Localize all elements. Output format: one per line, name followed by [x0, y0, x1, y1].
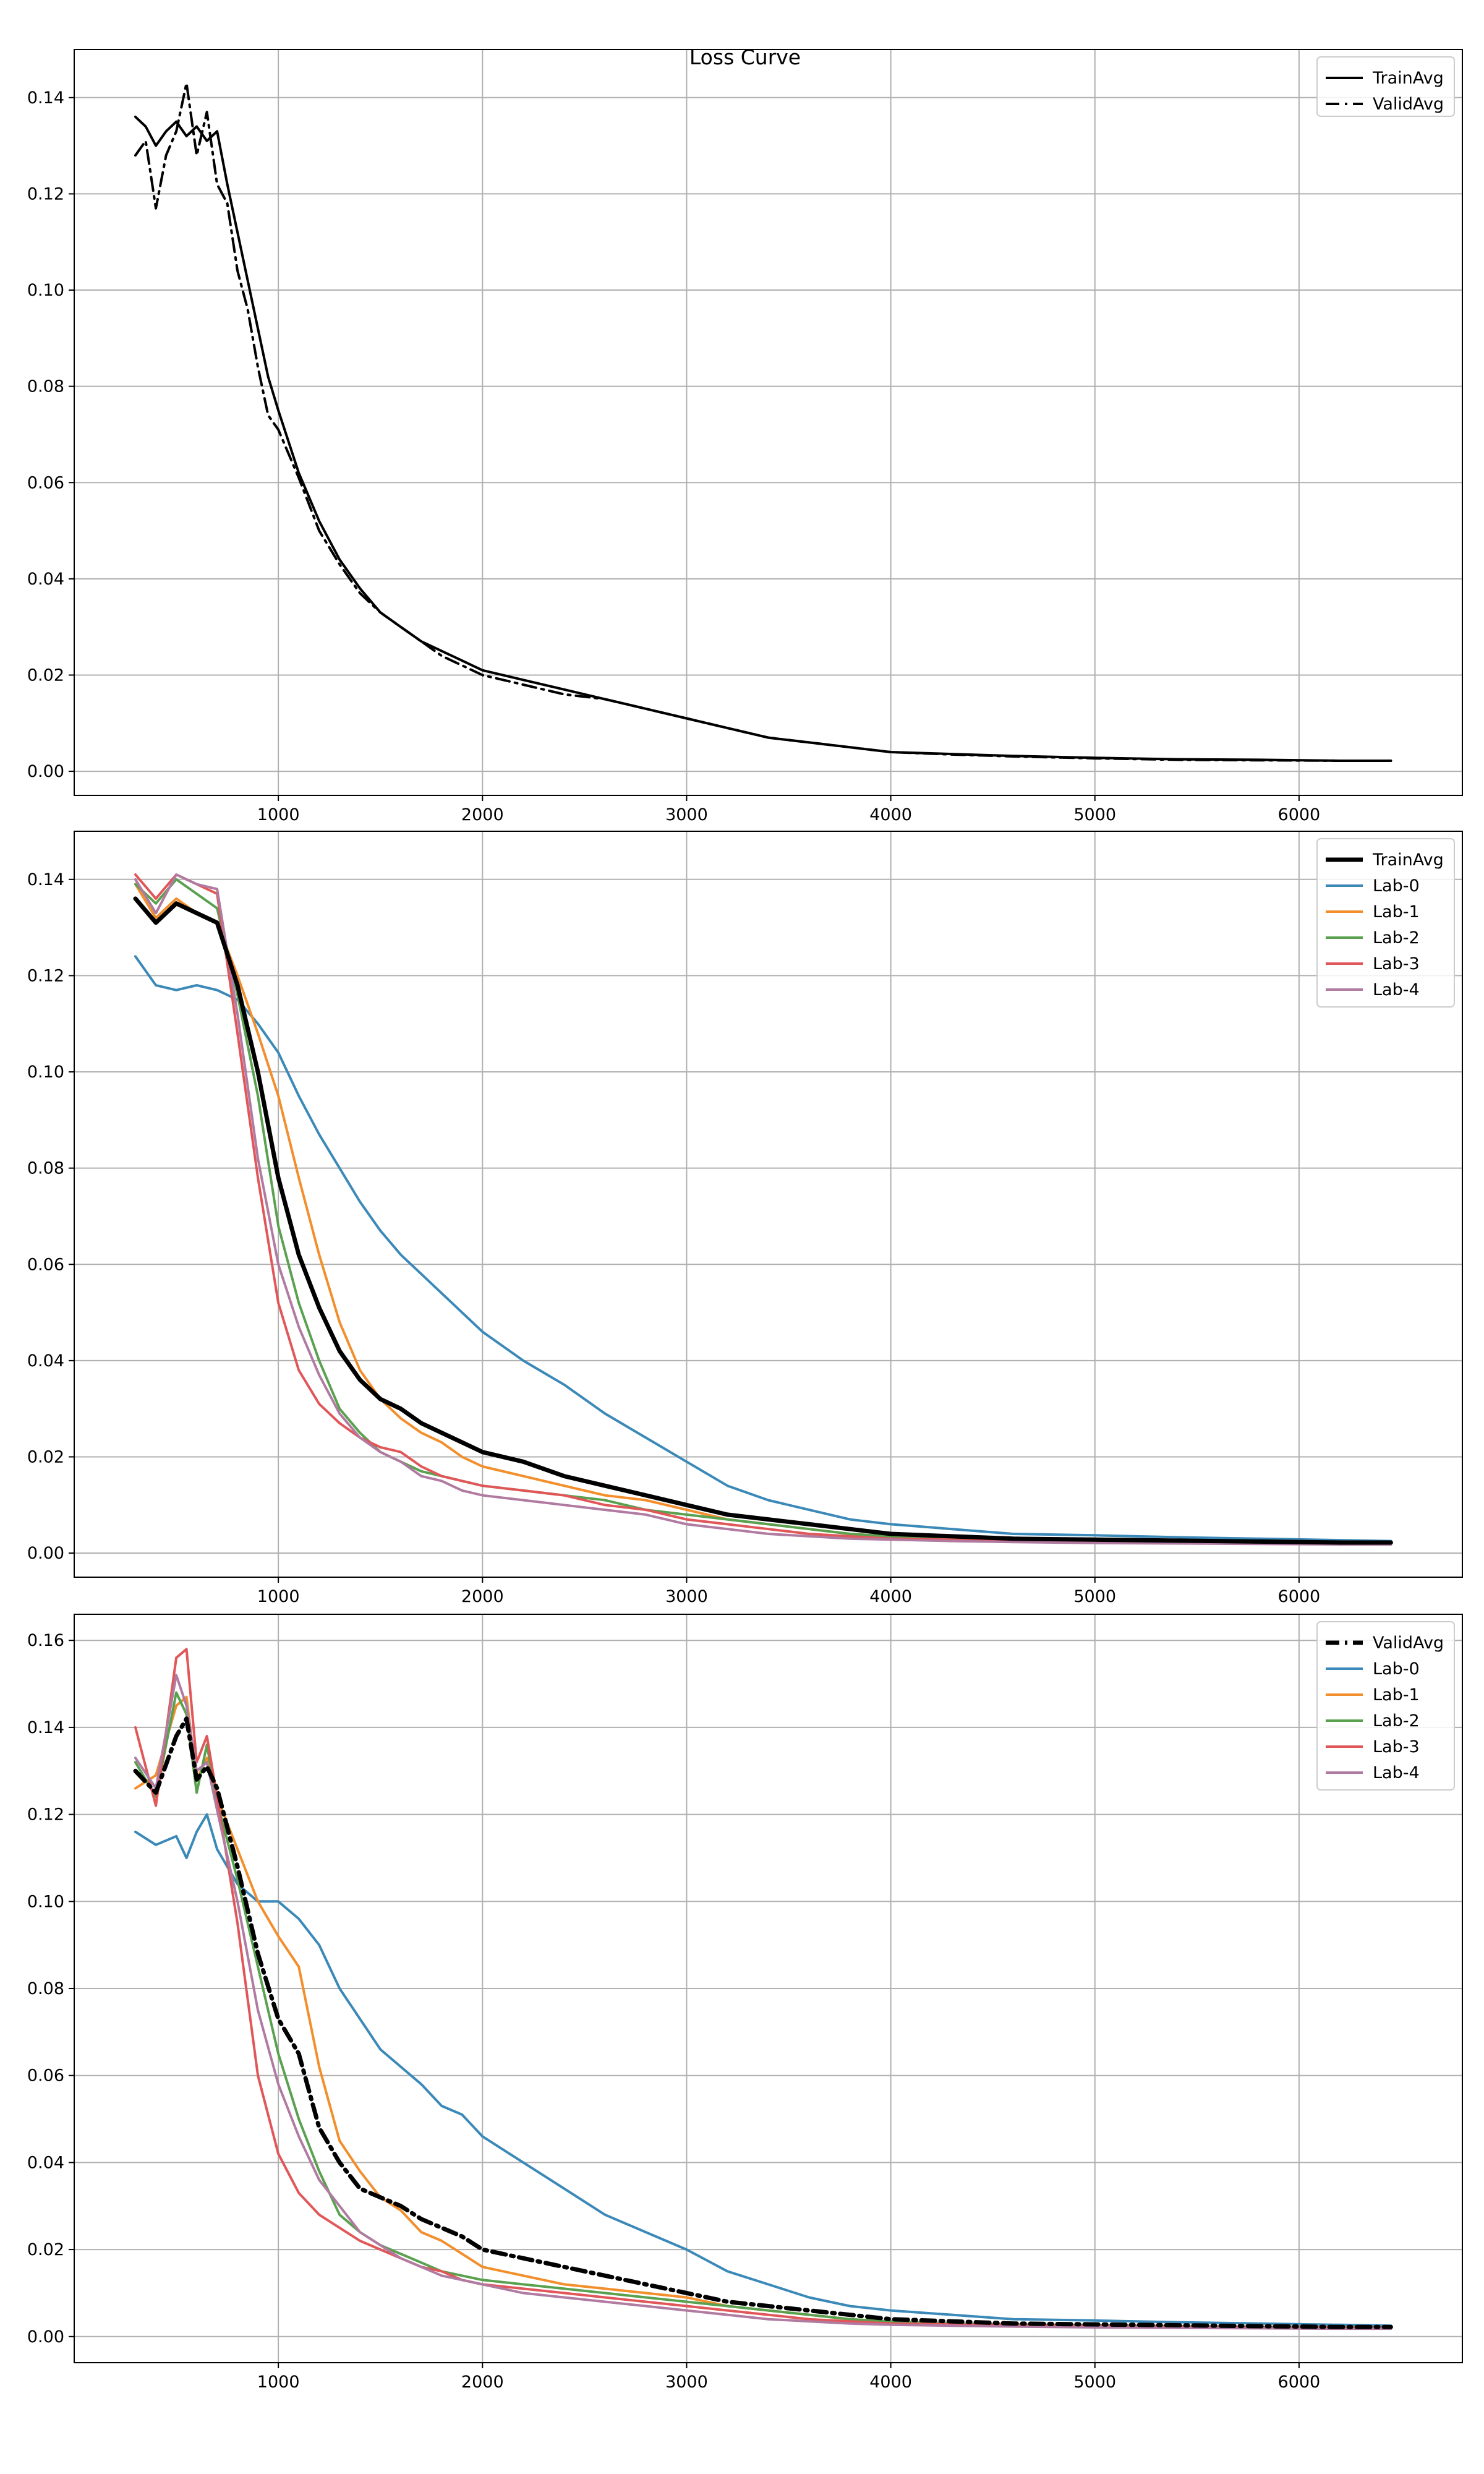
legend-label: ValidAvg: [1373, 1633, 1444, 1653]
y-tick-label: 0.02: [27, 666, 64, 685]
y-tick-label: 0.10: [27, 1892, 64, 1911]
plot-panel-3: 1000 2000 3000 4000 5000 6000 0.00 0.02 0.04 0.06…: [27, 1614, 1463, 2392]
y-tick-label: 0.12: [27, 1805, 64, 1825]
y-tick-label: 0.06: [27, 473, 64, 492]
y-tick-label: 0.04: [27, 570, 64, 589]
y-tick-label: 0.00: [27, 1544, 64, 1563]
legend-box: [1316, 56, 1455, 117]
series-line-trainavg: [133, 896, 1393, 1545]
legend: TrainAvg ValidAvg: [1316, 56, 1455, 117]
series-line-lab-4: [134, 873, 1392, 1546]
y-tick-label: 0.00: [27, 762, 64, 781]
x-tick-label: 5000: [1073, 2373, 1116, 2392]
plot-panel-2: 1000 2000 3000 4000 5000 6000 0.00 0.02 0.04 0.06…: [27, 831, 1463, 1606]
x-tick-label: 3000: [665, 1587, 708, 1606]
y-tick-label: 0.06: [27, 2066, 64, 2086]
legend-label: TrainAvg: [1372, 850, 1444, 870]
legend: TrainAvg Lab-0 Lab-1 Lab-2 Lab-3 Lab-4: [1316, 838, 1455, 1008]
legend-label: TrainAvg: [1372, 69, 1444, 88]
legend-label: Lab-2: [1373, 1711, 1420, 1731]
x-tick-label: 6000: [1278, 805, 1321, 824]
x-tick-label: 3000: [665, 805, 708, 824]
legend: ValidAvg Lab-0 Lab-1 Lab-2 Lab-3 Lab-4: [1316, 1621, 1455, 1791]
y-tick-label: 0.04: [27, 1351, 64, 1371]
y-tick-label: 0.08: [27, 1979, 64, 1998]
y-tick-label: 0.04: [27, 2153, 64, 2172]
x-tick-label: 1000: [257, 1587, 300, 1606]
axes-frame: [74, 1614, 1463, 2363]
x-tick-label: 4000: [869, 1587, 912, 1606]
x-tick-label: 1000: [257, 2373, 300, 2392]
x-tick-label: 4000: [869, 805, 912, 824]
plot-panel-1: 1000 2000 3000 4000 5000 6000 0.00 0.02 0.04 0.06…: [27, 49, 1463, 824]
legend-label: Lab-2: [1373, 928, 1420, 948]
series-line-lab-4: [134, 1674, 1392, 2331]
y-tick-label: 0.10: [27, 281, 64, 300]
legend-label: Lab-0: [1373, 1659, 1420, 1679]
x-tick-label: 2000: [461, 2373, 504, 2392]
y-tick-label: 0.14: [27, 870, 64, 889]
y-tick-label: 0.02: [27, 2240, 64, 2259]
x-tick-label: 5000: [1073, 805, 1116, 824]
figure-title: Loss Curve: [689, 45, 801, 69]
legend-label: Lab-0: [1373, 876, 1420, 896]
y-tick-label: 0.12: [27, 184, 64, 203]
x-tick-label: 6000: [1278, 2373, 1321, 2392]
legend-label: Lab-3: [1373, 954, 1420, 974]
series-line-lab-0: [134, 1813, 1392, 2327]
y-tick-label: 0.08: [27, 1159, 64, 1178]
series-line-lab-3: [134, 873, 1392, 1545]
y-tick-label: 0.14: [27, 88, 64, 108]
x-tick-label: 5000: [1073, 1587, 1116, 1606]
legend-label: Lab-4: [1373, 1763, 1420, 1783]
y-tick-label: 0.14: [27, 1718, 64, 1737]
y-tick-label: 0.02: [27, 1447, 64, 1466]
x-tick-label: 1000: [257, 805, 300, 824]
x-tick-label: 3000: [665, 2373, 708, 2392]
series-line-validavg: [133, 1716, 1393, 2329]
y-tick-label: 0.16: [27, 1631, 64, 1650]
y-tick-label: 0.12: [27, 966, 64, 985]
x-tick-label: 6000: [1278, 1587, 1321, 1606]
axes-frame: [74, 831, 1463, 1578]
legend-label: Lab-3: [1373, 1737, 1420, 1757]
y-tick-label: 0.06: [27, 1255, 64, 1274]
y-tick-label: 0.10: [27, 1063, 64, 1082]
y-tick-label: 0.08: [27, 377, 64, 396]
x-tick-label: 2000: [461, 1587, 504, 1606]
series-line-validavg: [134, 82, 1392, 762]
x-tick-label: 4000: [869, 2373, 912, 2392]
legend-label: ValidAvg: [1373, 95, 1444, 114]
legend-label: Lab-4: [1373, 980, 1420, 999]
x-tick-label: 2000: [461, 805, 504, 824]
panels-group: 1000 2000 3000 4000 5000 6000 0.00 0.02 0.04 0.06…: [27, 49, 1463, 2392]
legend-label: Lab-1: [1373, 902, 1420, 922]
y-tick-label: 0.00: [27, 2327, 64, 2347]
axes-frame: [74, 49, 1463, 796]
legend-label: Lab-1: [1373, 1685, 1420, 1705]
